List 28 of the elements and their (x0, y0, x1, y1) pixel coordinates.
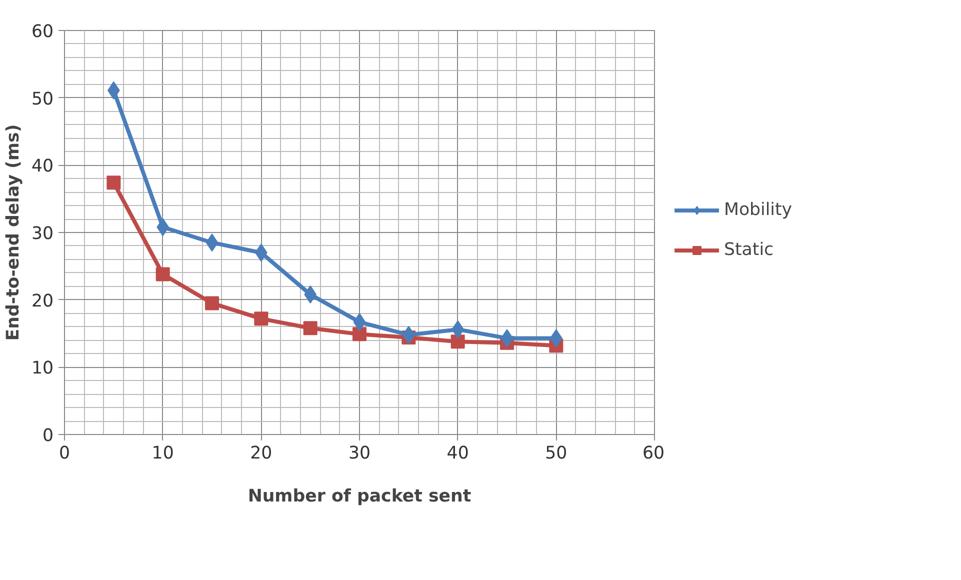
y-tick-label: 10 (31, 358, 54, 379)
legend-label: Mobility (724, 200, 792, 220)
x-tick-label: 60 (642, 444, 665, 464)
point (352, 327, 366, 342)
point (500, 329, 514, 348)
point (303, 321, 318, 336)
point (106, 176, 121, 190)
y-tick-label: 30 (31, 224, 54, 244)
point (206, 234, 218, 252)
y-tick-label: 60 (31, 22, 54, 42)
legend-label: Static (724, 240, 774, 260)
point (254, 312, 268, 326)
y-tick-label: 0 (42, 426, 54, 446)
x-tick-label: 40 (446, 444, 469, 464)
point (450, 334, 465, 349)
x-tick-label: 10 (152, 444, 174, 464)
point (156, 267, 170, 282)
y-tick-label: 50 (31, 89, 54, 110)
y-tick-label: 20 (31, 291, 54, 312)
point (205, 296, 219, 310)
point (353, 313, 366, 332)
x-tick-label: 30 (348, 444, 371, 464)
x-tick-label: 20 (250, 444, 272, 464)
y-tick-label: 40 (31, 156, 54, 177)
x-tick-label: 50 (545, 444, 568, 464)
y-axis-title: End-to-end delay (ms) (3, 124, 24, 341)
x-tick-label: 0 (58, 444, 70, 464)
x-axis-title: Number of packet sent (248, 486, 472, 506)
